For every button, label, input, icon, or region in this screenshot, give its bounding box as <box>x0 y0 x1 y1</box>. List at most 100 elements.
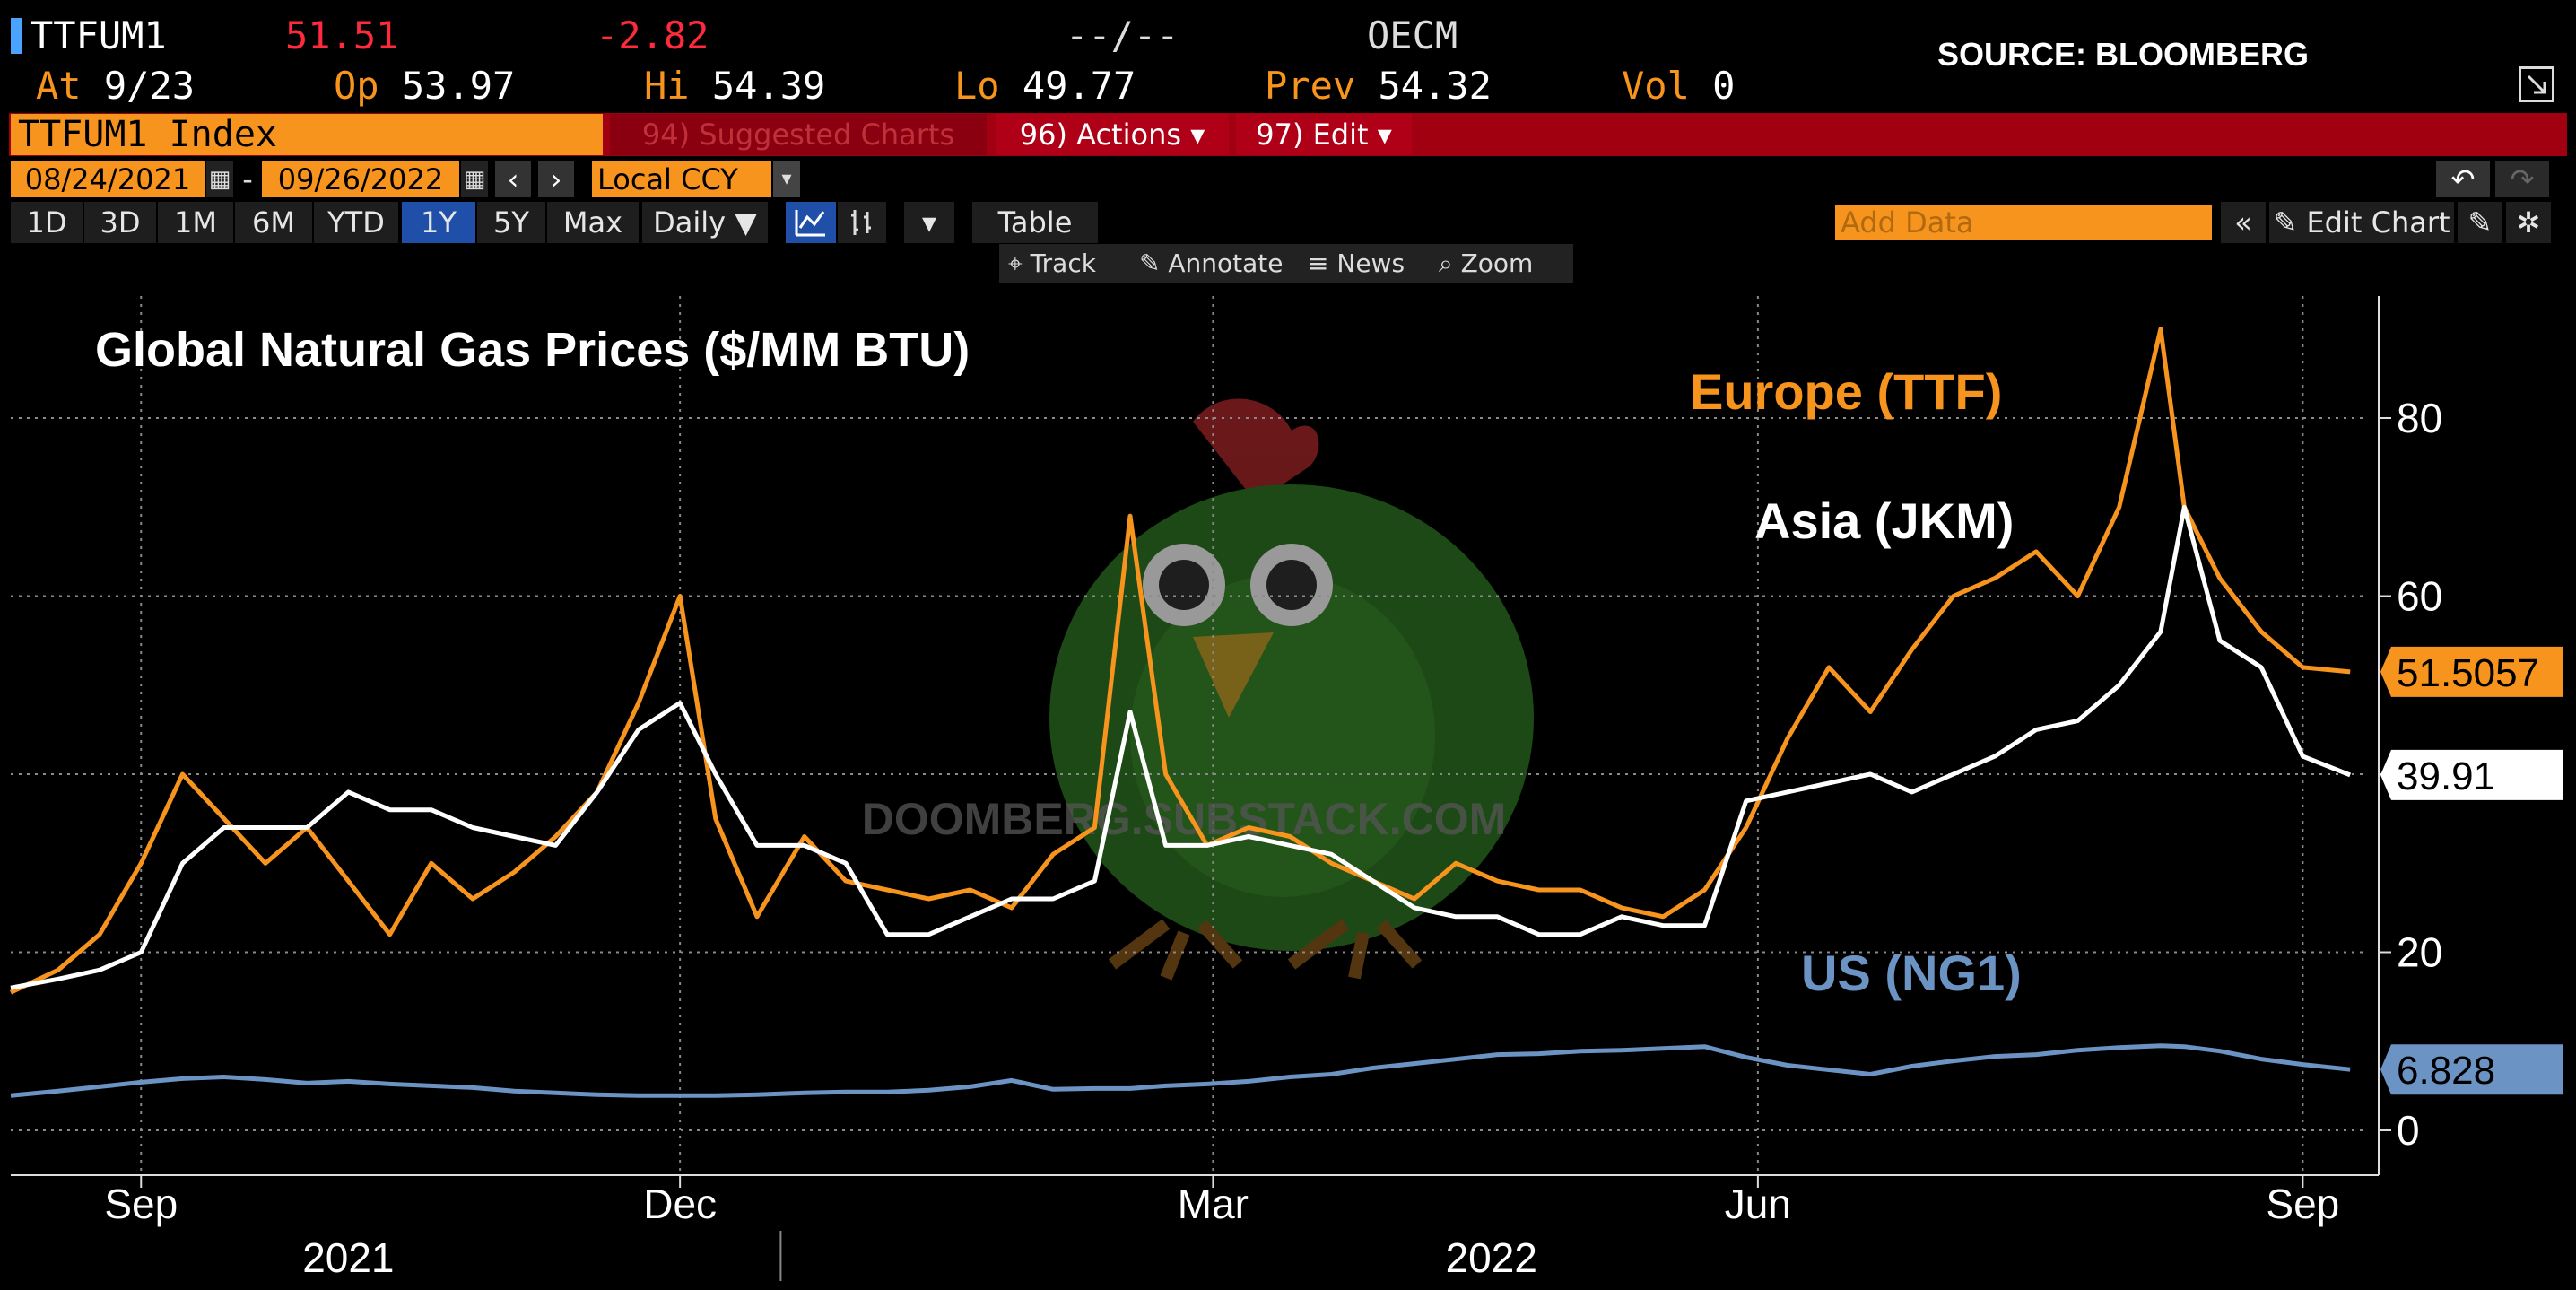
ticker-marker <box>11 18 22 54</box>
volume-label: Vol <box>1622 64 1690 108</box>
chevron-down-icon[interactable]: ▾ <box>773 161 800 197</box>
last-price: 51.51 <box>285 13 399 57</box>
period-1m[interactable]: 1M <box>158 202 233 243</box>
edit-menu[interactable]: 97) Edit ▾ <box>1236 114 1412 155</box>
end-date-field[interactable]: 09/26/2022 <box>262 161 459 197</box>
gear-icon[interactable]: ✲ <box>2506 202 2551 243</box>
x-tick-label: Sep <box>104 1181 178 1227</box>
prev-field: Prev 54.32 <box>1265 65 1492 108</box>
frequency-select[interactable]: Daily ▼ <box>642 202 768 243</box>
zoom-label: Zoom <box>1460 248 1534 278</box>
index-name[interactable]: TTFUM1 Index <box>11 114 603 155</box>
x-tick-label: Dec <box>643 1181 717 1227</box>
prev-period-button[interactable]: ‹ <box>495 161 531 197</box>
ticker[interactable]: TTFUM1 <box>30 13 167 57</box>
track-tool[interactable]: ⌖ Track <box>999 244 1141 283</box>
edit-layout-icon[interactable]: ✎ <box>2458 202 2502 243</box>
asia-annotation: Asia (JKM) <box>1754 492 2014 549</box>
x-tick-label: Sep <box>2266 1181 2339 1227</box>
undo-icon[interactable]: ↶ <box>2436 161 2490 197</box>
chart-title: Global Natural Gas Prices ($/MM BTU) <box>95 323 970 377</box>
last-value-labels: 51.5057 39.91 6.828 <box>2380 646 2563 1095</box>
line-chart-icon[interactable] <box>786 202 836 243</box>
open-label: Op <box>334 64 379 108</box>
low-value: 49.77 <box>1022 64 1136 108</box>
bar-chart-icon[interactable] <box>838 202 886 243</box>
series-line-us-ng1 <box>10 1043 2351 1098</box>
at-field: At 9/23 <box>36 65 195 108</box>
high-field: Hi 54.39 <box>644 65 825 108</box>
last-value-box-us-ng1 <box>2380 1044 2563 1095</box>
redo-icon[interactable]: ↷ <box>2495 161 2549 197</box>
annotate-tool[interactable]: ✎ Annotate <box>1130 244 1304 283</box>
actions-menu[interactable]: 96) Actions ▾ <box>996 114 1229 155</box>
collapse-icon[interactable]: « <box>2221 202 2266 243</box>
period-ytd[interactable]: YTD <box>314 202 398 243</box>
last-value-us-ng1: 6.828 <box>2397 1049 2495 1093</box>
edit-chart-label: Edit Chart <box>2306 205 2450 240</box>
source-code: OECM <box>1367 13 1458 57</box>
y-tick-label: 0 <box>2397 1107 2420 1154</box>
search-icon: ⌕ <box>1439 248 1453 278</box>
last-value-europe-ttf: 51.5057 <box>2397 651 2539 695</box>
volume-value: 0 <box>1712 64 1736 108</box>
news-tool[interactable]: ≡ News <box>1299 244 1440 283</box>
x-tick-label: Jun <box>1725 1181 1791 1227</box>
grid <box>11 296 2368 1175</box>
suggested-charts-button[interactable]: 94) Suggested Charts <box>610 114 987 155</box>
popout-icon[interactable] <box>2519 66 2554 102</box>
y-tick-label: 80 <box>2397 395 2442 441</box>
next-period-button[interactable]: › <box>538 161 574 197</box>
add-data-field[interactable]: Add Data <box>1835 205 2212 240</box>
zoom-tool[interactable]: ⌕ Zoom <box>1430 244 1573 283</box>
last-value-box-asia-jkm <box>2380 749 2563 800</box>
series-line-asia-jkm <box>10 504 2352 990</box>
calendar-icon[interactable]: ▦ <box>206 161 233 197</box>
at-label: At <box>36 64 82 108</box>
open-value: 53.97 <box>401 64 516 108</box>
europe-annotation: Europe (TTF) <box>1690 363 2002 420</box>
low-field: Lo 49.77 <box>954 65 1136 108</box>
y-tick-label: 20 <box>2397 929 2442 976</box>
high-value: 54.39 <box>711 64 826 108</box>
pencil-icon: ✎ <box>1139 248 1161 278</box>
high-label: Hi <box>644 64 690 108</box>
last-value-box-europe-ttf <box>2380 646 2563 697</box>
prev-label: Prev <box>1265 64 1356 108</box>
y-tick-label: 40 <box>2397 751 2442 798</box>
range-dash: - <box>242 162 253 196</box>
period-max[interactable]: Max <box>547 202 639 243</box>
track-label: Track <box>1030 248 1096 278</box>
price-change: -2.82 <box>596 13 709 57</box>
period-3d[interactable]: 3D <box>84 202 156 243</box>
period-1y[interactable]: 1Y <box>402 202 475 243</box>
period-5y[interactable]: 5Y <box>477 202 545 243</box>
crosshair-icon: ⌖ <box>1008 248 1023 278</box>
chevron-down-icon[interactable]: ▾ <box>904 202 954 243</box>
low-label: Lo <box>954 64 1000 108</box>
x-tick-label: Mar <box>1178 1181 1249 1227</box>
year-label: 2021 <box>302 1234 394 1281</box>
news-icon: ≡ <box>1308 248 1329 278</box>
at-value: 9/23 <box>103 64 196 108</box>
table-button[interactable]: Table <box>972 202 1098 243</box>
series-lines <box>9 327 2352 1098</box>
start-date-field[interactable]: 08/24/2021 <box>11 161 205 197</box>
us-annotation: US (NG1) <box>1801 945 2022 1001</box>
series-line-europe-ttf <box>9 327 2351 995</box>
axes: 0 20 40 60 80 Sep Dec Mar Jun Sep 2021 2022 <box>11 296 2442 1281</box>
period-1d[interactable]: 1D <box>11 202 83 243</box>
calendar-icon[interactable]: ▦ <box>461 161 488 197</box>
news-label: News <box>1336 248 1405 278</box>
edit-chart-button[interactable]: ✎ Edit Chart <box>2269 202 2454 243</box>
pencil-icon: ✎ <box>2273 205 2298 240</box>
mascot-watermark <box>1049 398 1534 981</box>
year-label: 2022 <box>1446 1234 1537 1281</box>
time-dash: --/-- <box>1066 13 1179 57</box>
y-tick-label: 60 <box>2397 573 2442 620</box>
prev-value: 54.32 <box>1378 64 1492 108</box>
currency-select[interactable]: Local CCY <box>592 161 771 197</box>
period-6m[interactable]: 6M <box>235 202 312 243</box>
open-field: Op 53.97 <box>334 65 515 108</box>
volume-field: Vol 0 <box>1622 65 1735 108</box>
